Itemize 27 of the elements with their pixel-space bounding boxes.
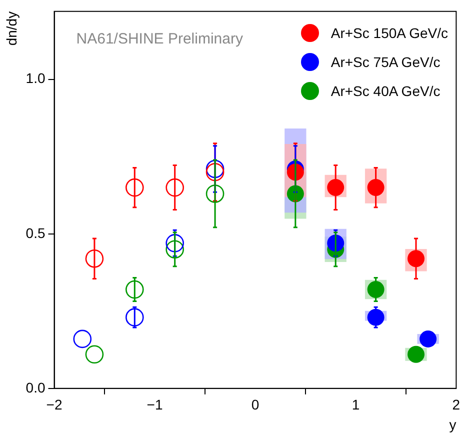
legend-label: Ar+Sc 150A GeV/c [330,24,448,40]
point [206,160,224,178]
x-tick-label: 0 [251,396,260,413]
point [126,280,144,299]
point [166,240,184,258]
point [85,249,104,268]
legend-label: Ar+Sc 40A GeV/c [330,82,440,98]
point [206,184,224,203]
point [126,308,144,326]
annotation: NA61/SHINE Preliminary [76,30,244,48]
x-tick-label: −2 [46,396,62,413]
y-axis-title: dn/dy [3,11,20,46]
point [85,345,104,364]
point [166,178,184,197]
x-tick-label: 1 [352,396,360,413]
point [420,330,437,348]
x-tick-label: 2 [452,396,460,413]
point [126,178,144,197]
y-tick-label: 0.5 [26,224,46,241]
y-tick-label: 1.0 [26,70,46,86]
point [73,330,92,348]
legend-label: Ar+Sc 75A GeV/c [330,54,440,70]
y-tick-label: 0.0 [26,379,46,396]
point [206,162,224,182]
x-tick-label: −1 [146,396,163,413]
x-axis-title: y [449,416,456,432]
point [166,234,184,252]
